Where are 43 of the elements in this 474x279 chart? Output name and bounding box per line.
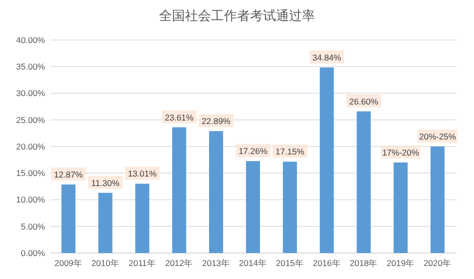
data-label: 26.60%	[349, 96, 379, 106]
bar	[282, 162, 297, 253]
x-tick-label: 2020年	[424, 258, 452, 268]
y-tick-label: 0.00%	[20, 248, 46, 258]
bar	[430, 146, 445, 253]
bar	[98, 192, 112, 253]
data-label: 34.84%	[312, 52, 342, 62]
y-tick-label: 30.00%	[16, 88, 46, 98]
data-label: 20%-25%	[419, 131, 456, 142]
y-tick-label: 25.00%	[16, 114, 46, 125]
x-tick-label: 2011年	[128, 258, 156, 268]
data-label: 12.87%	[54, 169, 84, 180]
bar	[246, 161, 260, 253]
bar	[172, 127, 186, 253]
x-tick-label: 2013年	[202, 258, 230, 268]
x-tick-label: 2016年	[312, 258, 341, 268]
x-tick-label: 2018年	[350, 258, 378, 268]
x-tick-label: 2014年	[239, 258, 267, 268]
x-tick-label: 2010年	[91, 258, 120, 268]
x-tick-label: 2019年	[386, 258, 415, 268]
bar	[135, 184, 150, 253]
data-label: 11.30%	[91, 178, 120, 188]
y-tick-label: 20.00%	[16, 141, 46, 152]
data-label: 17%-20%	[382, 147, 420, 158]
bar	[209, 131, 224, 253]
x-tick-label: 2009年	[54, 258, 82, 268]
x-tick-label: 2012年	[165, 258, 194, 268]
bar	[394, 162, 408, 253]
bar	[61, 184, 76, 253]
data-label: 17.26%	[238, 146, 268, 156]
data-label: 22.89%	[202, 116, 231, 126]
data-label: 13.01%	[128, 168, 158, 179]
data-label: 23.61%	[164, 112, 194, 122]
x-tick-label: 2015年	[276, 258, 304, 268]
data-label: 17.15%	[275, 146, 305, 157]
y-tick-label: 35.00%	[16, 62, 46, 72]
y-tick-label: 5.00%	[20, 221, 46, 232]
y-tick-label: 40.00%	[16, 34, 46, 45]
chart-title: 全国社会工作者考试通过率	[159, 8, 315, 24]
bar	[320, 67, 334, 253]
y-tick-label: 10.00%	[16, 194, 46, 205]
y-tick-label: 15.00%	[16, 168, 46, 178]
bar	[356, 111, 371, 253]
